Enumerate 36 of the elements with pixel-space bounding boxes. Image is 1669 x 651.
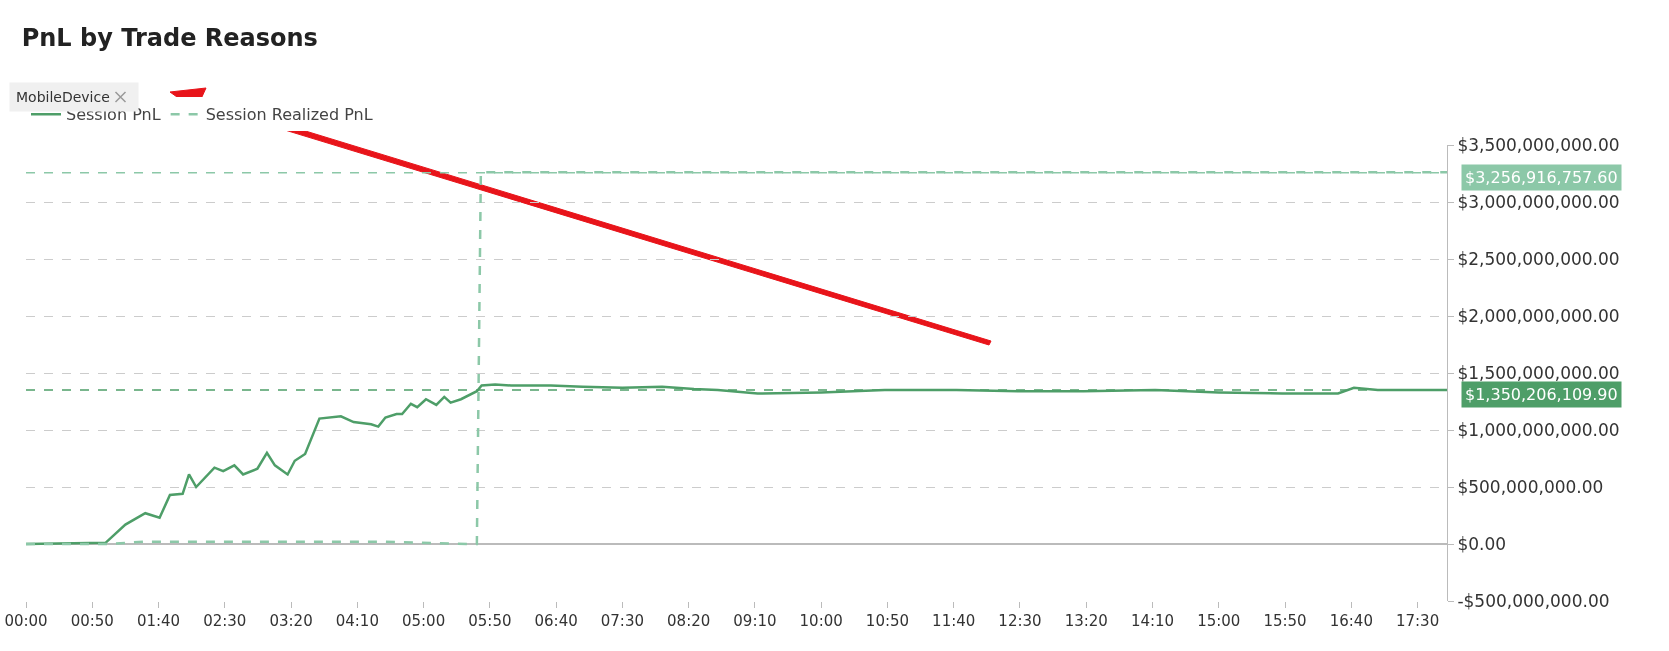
- y-tick-label: $500,000,000.00: [1457, 476, 1604, 497]
- y-tick-label: $2,000,000,000.00: [1457, 305, 1620, 326]
- y-tick-label: $3,500,000,000.00: [1457, 134, 1620, 155]
- x-tick-label: 05:00: [401, 612, 446, 630]
- x-tick-label: 01:40: [136, 612, 181, 630]
- x-tick-label: 17:30: [1395, 612, 1440, 630]
- x-tick-label: 16:40: [1329, 612, 1373, 630]
- y-tick-label: $2,500,000,000.00: [1457, 248, 1620, 269]
- x-tick-label: 09:10: [733, 612, 777, 630]
- x-tick-label: 02:30: [203, 612, 247, 630]
- x-tick-label: 07:30: [600, 612, 645, 630]
- x-tick-label: 10:00: [799, 612, 843, 630]
- y-tick-label: $3,000,000,000.00: [1457, 191, 1620, 212]
- x-tick-label: 00:50: [70, 612, 114, 630]
- x-tick-label: 03:20: [269, 612, 313, 630]
- x-tick-label: 15:00: [1197, 612, 1241, 630]
- x-tick-label: 06:40: [534, 612, 578, 630]
- x-tick-label: 00:00: [4, 612, 48, 630]
- y-tick-label: $0.00: [1457, 533, 1507, 554]
- x-tick-label: 12:30: [998, 612, 1042, 630]
- x-tick-label: 04:10: [335, 612, 379, 630]
- y-tick-label: -$500,000,000.00: [1457, 590, 1610, 611]
- x-tick-label: 11:40: [932, 612, 976, 630]
- x-tick-label: 15:50: [1263, 612, 1307, 630]
- ref-line-label: $3,256,916,757.60: [1465, 168, 1618, 187]
- y-tick-label: $1,000,000,000.00: [1457, 419, 1620, 440]
- x-tick-label: 14:10: [1130, 612, 1175, 630]
- chart-title: PnL by Trade Reasons: [21, 24, 318, 53]
- ref-line-label: $1,350,206,109.90: [1465, 385, 1618, 404]
- text: MobileDevice: [16, 89, 133, 105]
- legend-label: Session Realized PnL: [205, 105, 373, 125]
- x-tick-label: 10:50: [865, 612, 910, 630]
- x-tick-label: 13:20: [1064, 612, 1108, 630]
- y-tick-label: $1,500,000,000.00: [1457, 362, 1620, 383]
- x-tick-label: 08:20: [667, 612, 711, 630]
- x-tick-label: 05:50: [468, 612, 512, 630]
